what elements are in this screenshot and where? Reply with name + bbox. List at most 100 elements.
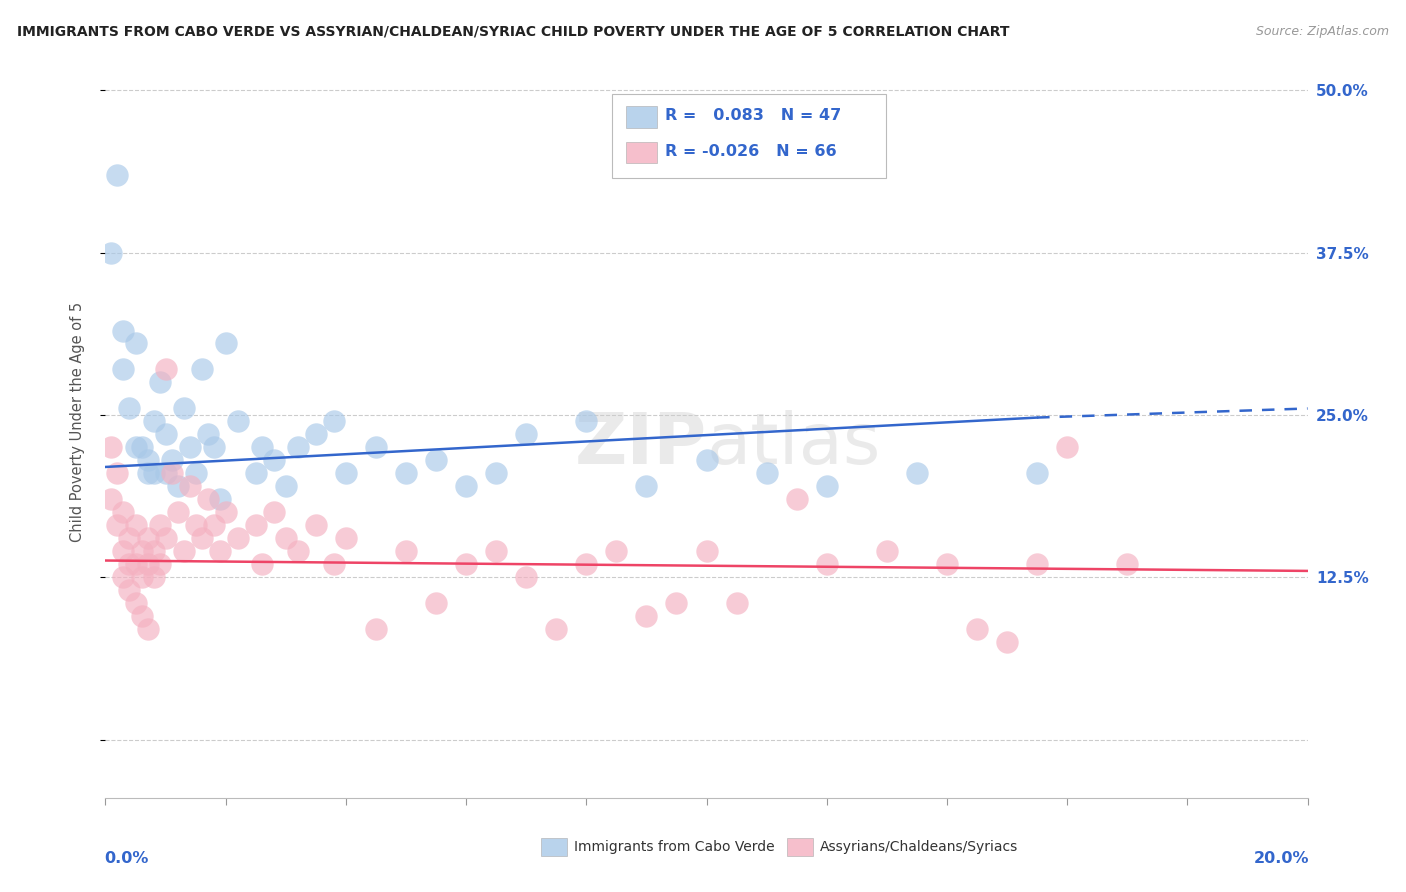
Point (131, 570, 153, 584)
Point (815, 558, 838, 572)
Point (155, 362, 177, 376)
Point (197, 427, 219, 442)
Point (136, 453, 159, 467)
Point (546, 623, 568, 637)
Point (155, 427, 177, 442)
Point (208, 492, 231, 507)
Point (322, 414, 344, 429)
Text: ZIP: ZIP (574, 409, 707, 479)
Point (250, 441, 273, 455)
Point (515, 427, 537, 442)
Point (226, 532, 249, 546)
Point (1116, 558, 1139, 572)
Point (184, 518, 207, 533)
Point (425, 453, 447, 467)
Point (250, 558, 273, 572)
Point (245, 467, 267, 481)
Point (173, 544, 195, 558)
Point (179, 479, 201, 493)
Point (155, 532, 177, 546)
Point (190, 362, 212, 376)
Point (287, 441, 309, 455)
Point (226, 414, 249, 429)
Point (190, 532, 212, 546)
Point (124, 336, 146, 351)
Text: R =   0.083   N = 47: R = 0.083 N = 47 (665, 109, 841, 123)
Point (166, 479, 188, 493)
Point (725, 596, 748, 610)
Point (1026, 558, 1049, 572)
Point (485, 467, 508, 481)
Point (148, 376, 170, 390)
Point (131, 544, 153, 558)
Point (136, 558, 159, 572)
Point (124, 518, 146, 533)
Point (263, 453, 285, 467)
Point (107, 518, 129, 533)
Point (1026, 467, 1049, 481)
Point (335, 532, 357, 546)
Point (876, 544, 898, 558)
Point (287, 544, 309, 558)
Point (179, 441, 201, 455)
Point (142, 467, 165, 481)
Text: R = -0.026   N = 66: R = -0.026 N = 66 (665, 145, 837, 159)
Point (425, 596, 447, 610)
Point (112, 362, 135, 376)
Point (142, 544, 165, 558)
Point (136, 532, 159, 546)
Point (305, 518, 328, 533)
Point (575, 558, 598, 572)
Point (166, 505, 188, 519)
Point (636, 609, 658, 624)
Point (197, 492, 219, 507)
Point (395, 544, 418, 558)
Point (202, 518, 225, 533)
Point (100, 492, 122, 507)
Point (136, 623, 159, 637)
Point (905, 467, 928, 481)
Y-axis label: Child Poverty Under the Age of 5: Child Poverty Under the Age of 5 (70, 301, 84, 541)
Point (575, 414, 598, 429)
Point (136, 467, 159, 481)
Point (160, 467, 183, 481)
Point (148, 518, 170, 533)
Point (160, 453, 183, 467)
Point (995, 635, 1018, 649)
Point (184, 467, 207, 481)
Point (118, 558, 141, 572)
Point (605, 544, 627, 558)
Point (936, 558, 959, 572)
Point (786, 492, 808, 507)
Text: IMMIGRANTS FROM CABO VERDE VS ASSYRIAN/CHALDEAN/SYRIAC CHILD POVERTY UNDER THE A: IMMIGRANTS FROM CABO VERDE VS ASSYRIAN/C… (17, 25, 1010, 39)
Point (335, 467, 357, 481)
Point (305, 427, 328, 442)
Point (142, 414, 165, 429)
Point (274, 479, 297, 493)
Point (1056, 441, 1078, 455)
Point (118, 532, 141, 546)
Point (173, 401, 195, 416)
Point (274, 532, 297, 546)
Point (454, 558, 477, 572)
Point (696, 544, 718, 558)
Point (107, 467, 129, 481)
Point (148, 558, 170, 572)
Point (214, 336, 236, 351)
Point (966, 623, 988, 637)
Point (202, 441, 225, 455)
Point (815, 479, 838, 493)
Point (214, 505, 236, 519)
Point (100, 441, 122, 455)
Point (112, 570, 135, 584)
Point (112, 544, 135, 558)
Point (755, 467, 778, 481)
Point (665, 596, 688, 610)
Point (118, 583, 141, 598)
Text: 20.0%: 20.0% (1253, 851, 1309, 866)
Point (364, 623, 387, 637)
Point (112, 505, 135, 519)
Point (245, 518, 267, 533)
Point (696, 453, 718, 467)
Point (131, 441, 153, 455)
